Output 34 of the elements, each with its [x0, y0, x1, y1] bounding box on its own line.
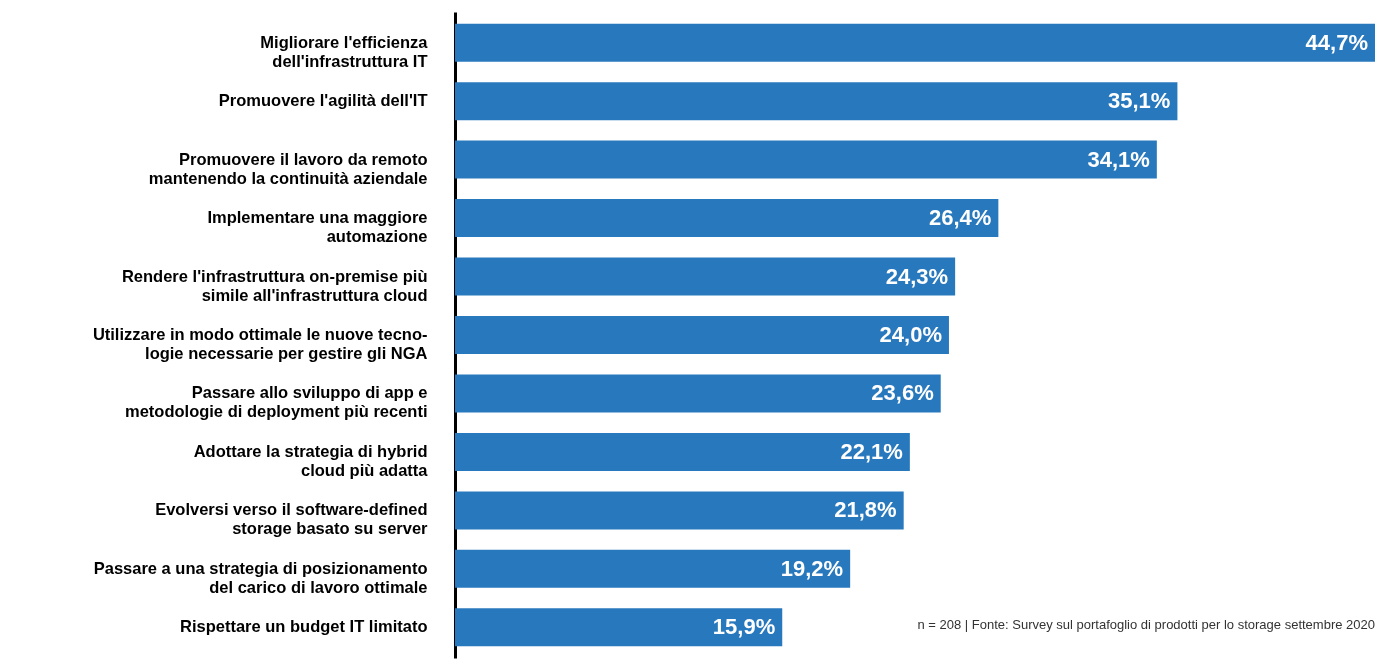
y-tick-label: Migliorare l'efficienza dell'infrastruttura IT [260, 32, 429, 70]
bar [455, 316, 949, 354]
y-tick-label: Utilizzare in modo ottimale le nuove tecno- logie necessarie per gestire gli NGA [92, 325, 428, 362]
data-label: 24,0% [879, 322, 942, 347]
bar [455, 140, 1157, 179]
bar [455, 82, 1178, 121]
bar [455, 374, 941, 413]
y-tick-label: Promuovere l'agilità dell'IT [218, 91, 428, 110]
y-tick-label: Implementare una maggiore automazione [207, 208, 428, 246]
data-label: 34,1% [1087, 146, 1150, 172]
y-tick-label: Rendere l'infrastruttura on-premise più simile all'infrastruttura cloud [121, 266, 428, 304]
data-label: 15,9% [712, 614, 776, 640]
bar [455, 491, 904, 530]
y-tick-label: Evolversi verso il software-defined storage basato su server [155, 500, 429, 538]
bar [455, 432, 910, 471]
data-label: 19,2% [780, 555, 844, 581]
y-tick-label: Passare allo sviluppo di app e metodologie di deployment più recenti [124, 383, 428, 421]
y-tick-label: Promuovere il lavoro da remoto mantenendo la continuità aziendale [148, 149, 428, 187]
bar [455, 257, 956, 296]
annotation: n = 208 | Fonte: Survey sul portafoglio di prodotti per lo storage settembre 2020 [917, 617, 1375, 632]
data-label: 23,6% [871, 380, 934, 406]
data-label: 26,4% [928, 205, 992, 231]
data-label: 44,7% [1305, 29, 1368, 55]
data-label: 24,3% [885, 263, 949, 289]
y-tick-label: Adottare la strategia di hybrid cloud più adatta [193, 441, 429, 479]
y-tick-label: Rispettare un budget IT limitato [179, 617, 428, 636]
data-label: 21,8% [834, 497, 897, 523]
bar [455, 199, 999, 238]
bar [455, 23, 1375, 62]
data-label: 35,1% [1108, 88, 1171, 114]
data-label: 22,1% [840, 438, 903, 464]
bar [455, 549, 851, 588]
bar [455, 608, 783, 647]
y-tick-label: Passare a una strategia di posizionamento del carico di lavoro ottimale [93, 558, 428, 596]
